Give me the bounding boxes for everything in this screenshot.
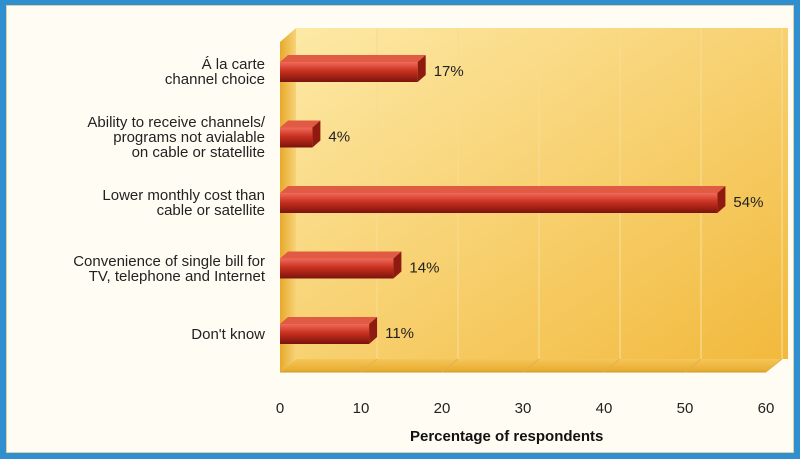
bar-front [280, 324, 370, 344]
bar-end [393, 251, 402, 279]
bar-top [280, 251, 402, 259]
value-label: 54% [733, 194, 763, 211]
floor-gridline [441, 358, 459, 373]
bar-end [717, 186, 726, 213]
value-label: 11% [385, 325, 414, 342]
bar-front [280, 258, 394, 279]
x-tick-label: 60 [758, 400, 775, 417]
x-tick-label: 50 [677, 400, 694, 417]
x-tick-label: 10 [353, 400, 370, 417]
category-label: Convenience of single bill for TV, teleph… [0, 254, 265, 284]
bar-front [280, 193, 718, 213]
category-label-line: Convenience of single bill for [73, 252, 265, 270]
floor-gridline [603, 358, 621, 373]
bar [280, 55, 426, 82]
category-label-line: Don't know [191, 325, 265, 343]
bar [280, 120, 321, 148]
floor-gridline [522, 358, 540, 373]
category-label-line: programs not avialable [113, 129, 265, 146]
bar-end [312, 120, 321, 148]
category-label: Ability to receive channels/programs not… [0, 115, 265, 160]
bar [280, 186, 726, 213]
bar-front [280, 127, 313, 148]
floor-gridline [684, 358, 702, 373]
value-label: 14% [409, 260, 439, 277]
category-label-line: on cable or statellite [131, 144, 265, 161]
category-label: Don't know [0, 327, 265, 342]
bar-top [280, 120, 321, 128]
x-tick-label: 20 [434, 400, 451, 417]
category-label-line: TV, telephone and Internet [88, 267, 265, 285]
bar-front [280, 62, 418, 82]
category-label: Lower monthly cost than cable or satellit… [0, 188, 265, 218]
value-label: 17% [434, 63, 464, 80]
category-label-line: Ability to receive channels/ [87, 114, 265, 131]
floor-gridline [360, 358, 378, 373]
floor-gridline [765, 358, 783, 373]
category-label-line: Á la carte [201, 56, 265, 73]
x-tick-label: 0 [276, 400, 284, 417]
x-tick-label: 30 [515, 400, 532, 417]
bar-end [369, 317, 378, 344]
x-tick-label: 40 [596, 400, 613, 417]
value-label: 4% [328, 129, 350, 146]
x-axis-title: Percentage of respondents [410, 428, 604, 445]
category-label-line: Lower monthly cost than [102, 187, 265, 204]
bar-top [280, 317, 378, 324]
category-label-line: cable or satellite [156, 202, 265, 219]
bar [280, 251, 402, 279]
bar [280, 317, 378, 344]
bar-end [417, 55, 426, 82]
x-axis-ticks: 0 10 20 30 40 50 60 [276, 400, 775, 417]
bar-top [280, 186, 726, 193]
category-label: Á la carte channel choice [0, 57, 265, 87]
bars: 17% 4% 54% 14% 11% [280, 55, 763, 344]
bar-top [280, 55, 426, 62]
category-label-line: channel choice [164, 71, 265, 88]
